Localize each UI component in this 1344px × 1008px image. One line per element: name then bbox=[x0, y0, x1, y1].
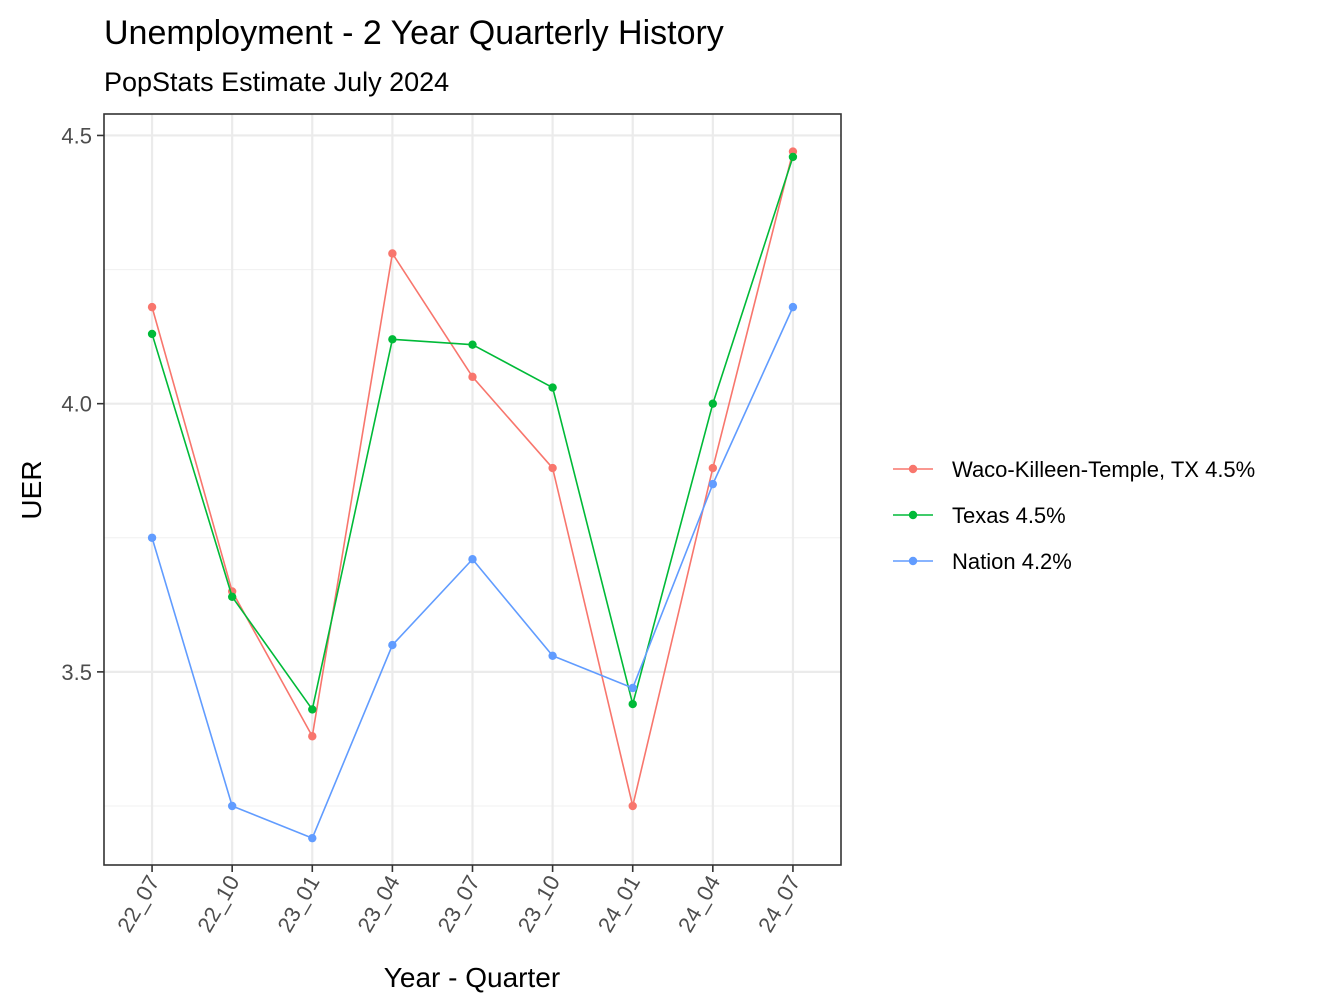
data-point bbox=[308, 833, 317, 843]
x-tick-label: 23_07 bbox=[433, 871, 485, 936]
x-tick-label: 23_10 bbox=[513, 871, 565, 936]
y-axis: 3.5 4.0 4.5 bbox=[61, 123, 104, 685]
x-tick-label: 24_01 bbox=[593, 871, 645, 936]
y-tick-label: 3.5 bbox=[61, 660, 92, 685]
data-point bbox=[788, 152, 798, 162]
x-tick-label: 24_07 bbox=[753, 871, 805, 936]
chart-subtitle: PopStats Estimate July 2024 bbox=[104, 67, 449, 97]
y-tick-label: 4.5 bbox=[61, 123, 92, 148]
series-group bbox=[147, 152, 798, 714]
legend-key-point bbox=[908, 510, 918, 520]
x-tick-label: 24_04 bbox=[673, 871, 725, 936]
data-point bbox=[388, 249, 397, 258]
data-point bbox=[308, 732, 317, 741]
grid-lines bbox=[104, 114, 841, 865]
data-point bbox=[308, 705, 317, 714]
data-point bbox=[548, 651, 557, 660]
data-point bbox=[548, 383, 557, 392]
chart-title: Unemployment - 2 Year Quarterly History bbox=[104, 14, 724, 52]
x-tick-label: 22_10 bbox=[192, 871, 244, 936]
data-point bbox=[227, 592, 237, 601]
x-tick-label: 22_07 bbox=[112, 871, 164, 936]
legend-item: Texas 4.5% bbox=[893, 503, 1066, 528]
data-point bbox=[147, 329, 157, 339]
x-tick-label: 23_01 bbox=[272, 871, 324, 936]
legend: Waco-Killeen-Temple, TX 4.5% Texas 4.5% Na… bbox=[893, 457, 1255, 574]
x-axis: 22_07 22_10 23_01 23_04 23_07 23_10 24_01 24_04… bbox=[112, 865, 805, 936]
data-point bbox=[468, 372, 477, 382]
data-point bbox=[388, 335, 397, 344]
series-layer bbox=[147, 147, 798, 843]
data-point bbox=[548, 463, 557, 473]
legend-key-point bbox=[908, 556, 918, 566]
data-point bbox=[468, 340, 477, 349]
x-tick-label: 23_04 bbox=[352, 871, 404, 936]
data-point bbox=[708, 479, 718, 489]
data-point bbox=[227, 801, 237, 811]
legend-key-point bbox=[908, 464, 918, 474]
data-point bbox=[788, 302, 798, 312]
legend-label: Nation 4.2% bbox=[952, 549, 1072, 574]
data-point bbox=[628, 683, 637, 693]
x-axis-title: Year - Quarter bbox=[384, 962, 560, 993]
data-point bbox=[147, 302, 157, 312]
data-point bbox=[628, 699, 637, 709]
legend-item: Nation 4.2% bbox=[893, 549, 1072, 574]
y-tick-label: 4.0 bbox=[61, 392, 92, 417]
data-point bbox=[388, 640, 397, 650]
legend-item: Waco-Killeen-Temple, TX 4.5% bbox=[893, 457, 1255, 482]
data-point bbox=[628, 801, 637, 811]
data-point bbox=[708, 399, 718, 408]
series-group bbox=[147, 302, 798, 843]
legend-label: Texas 4.5% bbox=[952, 503, 1066, 528]
data-point bbox=[147, 533, 157, 542]
legend-label: Waco-Killeen-Temple, TX 4.5% bbox=[952, 457, 1255, 482]
data-point bbox=[708, 463, 718, 473]
data-point bbox=[468, 555, 477, 564]
y-axis-title: UER bbox=[16, 460, 47, 519]
